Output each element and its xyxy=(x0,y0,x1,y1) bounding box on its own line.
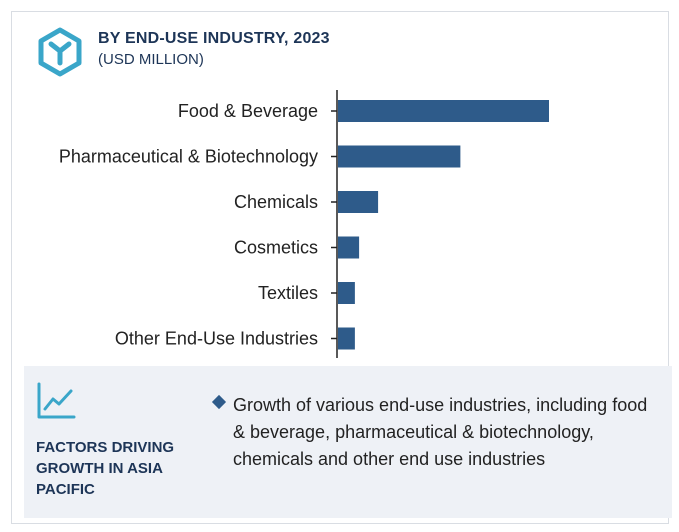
chart-subtitle: (USD MILLION) xyxy=(98,51,204,68)
factors-panel xyxy=(24,366,672,518)
bar xyxy=(338,282,355,304)
bar-chart: Food & Beverage Pharmaceutical & Biotechn… xyxy=(59,90,549,358)
bar xyxy=(338,191,379,213)
bar xyxy=(338,145,461,168)
bar xyxy=(338,327,355,350)
category-label: Chemicals xyxy=(234,192,318,212)
category-label: Textiles xyxy=(258,283,318,303)
bar xyxy=(338,100,549,122)
trend-line-icon xyxy=(37,382,76,419)
category-label: Pharmaceutical & Biotechnology xyxy=(59,147,318,167)
chart-title: BY END-USE INDUSTRY, 2023 xyxy=(98,30,330,47)
bar xyxy=(338,236,360,259)
category-label: Other End-Use Industries xyxy=(115,329,318,349)
factors-title: FACTORS DRIVING GROWTH IN ASIA PACIFIC xyxy=(36,439,175,498)
factor-text: Growth of various end-use industries, in… xyxy=(233,395,648,469)
category-label: Food & Beverage xyxy=(178,101,318,121)
hexagon-logo-icon xyxy=(38,27,82,77)
category-label: Cosmetics xyxy=(234,238,318,258)
